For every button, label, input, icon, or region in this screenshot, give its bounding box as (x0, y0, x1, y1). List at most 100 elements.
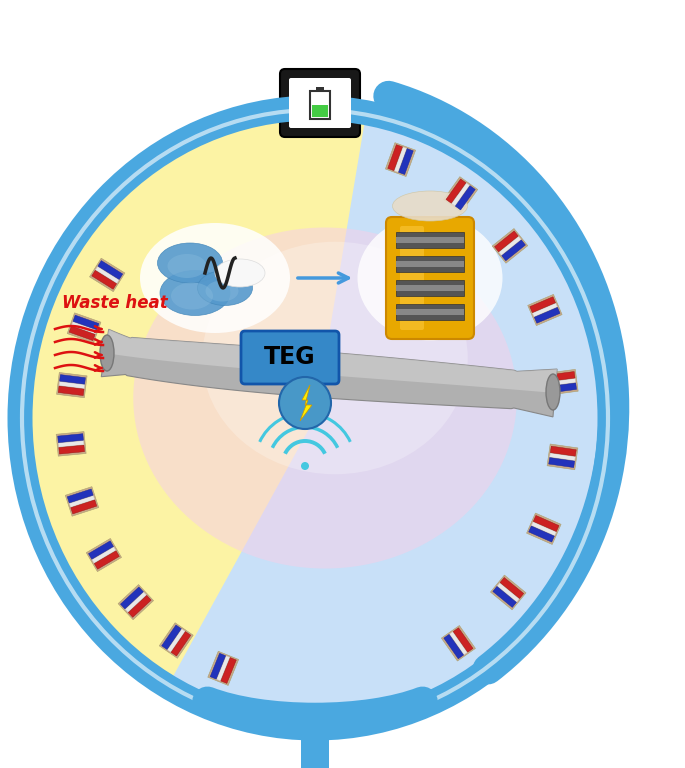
Bar (396, 232, 464, 248)
Polygon shape (88, 541, 114, 559)
Polygon shape (71, 500, 97, 514)
Polygon shape (121, 587, 143, 609)
Polygon shape (56, 432, 86, 456)
Polygon shape (65, 487, 99, 516)
Text: Waste heat: Waste heat (62, 294, 168, 312)
Circle shape (301, 462, 309, 470)
Polygon shape (551, 383, 577, 392)
Polygon shape (386, 143, 416, 177)
Polygon shape (57, 372, 87, 398)
Polygon shape (210, 654, 225, 679)
Polygon shape (171, 631, 191, 656)
Polygon shape (532, 521, 556, 535)
Polygon shape (499, 237, 521, 255)
Polygon shape (221, 657, 236, 684)
Polygon shape (90, 258, 125, 292)
Bar (301, 718, 329, 768)
Polygon shape (98, 260, 123, 280)
Polygon shape (399, 148, 413, 174)
Bar (396, 309, 464, 315)
Polygon shape (527, 513, 561, 545)
Polygon shape (86, 538, 121, 571)
Polygon shape (105, 329, 557, 393)
Polygon shape (456, 186, 475, 210)
Ellipse shape (358, 216, 503, 340)
Polygon shape (550, 379, 575, 386)
Polygon shape (395, 147, 407, 172)
Polygon shape (95, 551, 119, 569)
Polygon shape (500, 578, 524, 598)
Polygon shape (73, 315, 99, 329)
Ellipse shape (160, 270, 230, 316)
FancyBboxPatch shape (289, 78, 351, 128)
Polygon shape (449, 632, 467, 655)
Ellipse shape (20, 108, 610, 728)
FancyBboxPatch shape (241, 331, 339, 384)
Bar (310, 91, 330, 119)
Ellipse shape (202, 242, 468, 475)
Polygon shape (208, 651, 238, 686)
Polygon shape (58, 434, 84, 442)
Polygon shape (529, 526, 554, 542)
Ellipse shape (546, 374, 560, 410)
Polygon shape (58, 386, 84, 396)
Polygon shape (534, 515, 559, 531)
Polygon shape (444, 634, 464, 659)
Polygon shape (547, 444, 578, 470)
Bar (396, 280, 464, 296)
Polygon shape (59, 382, 84, 389)
Polygon shape (71, 322, 97, 334)
Bar (316, 87, 324, 91)
FancyBboxPatch shape (400, 226, 424, 330)
Polygon shape (125, 592, 147, 612)
Polygon shape (67, 313, 101, 343)
Polygon shape (118, 584, 153, 620)
Polygon shape (453, 627, 473, 652)
Polygon shape (550, 446, 576, 456)
Bar (396, 261, 464, 267)
Polygon shape (443, 177, 477, 212)
Polygon shape (216, 656, 229, 680)
Polygon shape (67, 489, 93, 503)
Polygon shape (446, 179, 466, 204)
Polygon shape (388, 144, 403, 170)
FancyBboxPatch shape (386, 217, 474, 339)
FancyBboxPatch shape (280, 69, 360, 137)
Ellipse shape (197, 270, 253, 306)
Polygon shape (530, 296, 556, 313)
Ellipse shape (158, 243, 223, 283)
Ellipse shape (100, 335, 114, 371)
Bar (396, 237, 464, 243)
Polygon shape (493, 587, 516, 607)
Polygon shape (300, 385, 312, 421)
Polygon shape (92, 270, 116, 290)
Polygon shape (60, 375, 86, 384)
Bar (312, 105, 328, 117)
Ellipse shape (168, 254, 206, 278)
Polygon shape (95, 266, 119, 283)
Polygon shape (451, 183, 470, 206)
Polygon shape (547, 369, 578, 395)
Polygon shape (497, 583, 519, 602)
Polygon shape (69, 495, 95, 507)
Polygon shape (128, 595, 151, 617)
Circle shape (279, 377, 331, 429)
Polygon shape (167, 629, 185, 652)
Polygon shape (501, 240, 525, 261)
Polygon shape (162, 625, 182, 650)
Bar (396, 304, 464, 320)
Text: TEG: TEG (264, 346, 316, 369)
Polygon shape (69, 326, 95, 340)
Polygon shape (23, 111, 366, 684)
Polygon shape (534, 307, 560, 323)
Polygon shape (549, 458, 575, 468)
Polygon shape (549, 372, 575, 381)
Polygon shape (490, 575, 526, 610)
Polygon shape (527, 294, 562, 326)
Polygon shape (59, 445, 84, 454)
Polygon shape (550, 453, 575, 461)
Polygon shape (159, 623, 193, 658)
Polygon shape (92, 547, 116, 563)
Polygon shape (532, 303, 558, 316)
Bar (396, 285, 464, 291)
